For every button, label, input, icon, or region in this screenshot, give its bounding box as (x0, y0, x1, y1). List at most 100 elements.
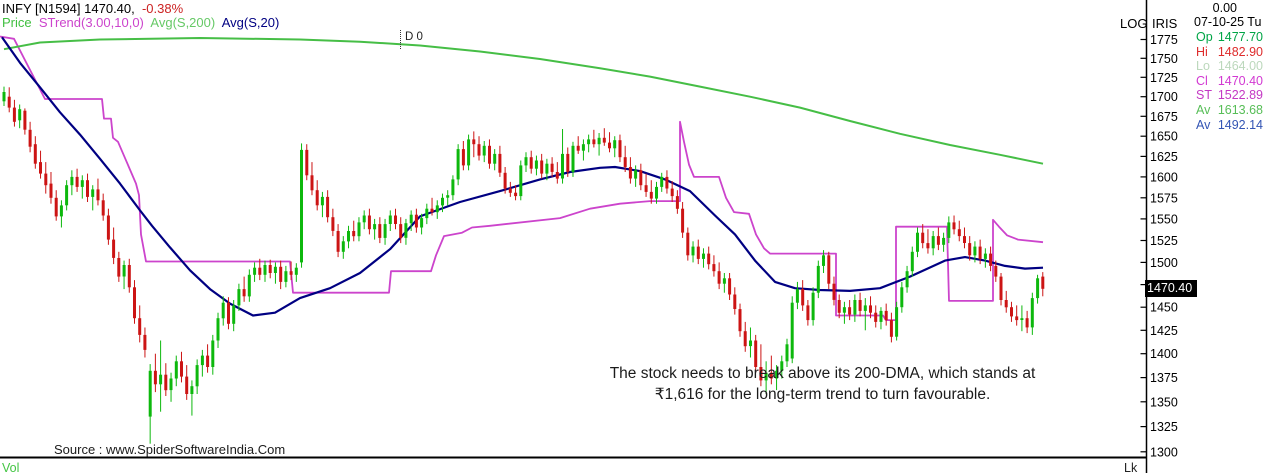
candle-body (367, 215, 371, 230)
candle-body (592, 139, 596, 145)
candle-body (634, 170, 638, 179)
log-scale-label[interactable]: LOG (1120, 16, 1148, 31)
candle-body (336, 231, 340, 252)
volume-unit-label: Lk (1124, 461, 1138, 473)
candle-body (75, 176, 79, 187)
ohlc-row-st-4: ST 1522.89 (1196, 88, 1263, 103)
candle-body (759, 367, 763, 381)
ohlc-row-value: 1464.00 (1217, 59, 1263, 74)
candle-body (49, 183, 53, 198)
legend-price[interactable]: Price (2, 15, 32, 30)
panel-top-value: 0.00 (1212, 1, 1237, 15)
candle-body (7, 96, 11, 108)
legend-avg20[interactable]: Avg(S,20) (221, 15, 280, 30)
candle-body (446, 195, 450, 198)
candle-body (488, 145, 491, 164)
candle-body (957, 229, 961, 237)
candle-body (456, 149, 460, 180)
price-tick-label: 1650 (1150, 130, 1178, 144)
candle-body (195, 365, 199, 387)
candle-body (733, 294, 737, 309)
candle-body (879, 310, 883, 322)
price-tick-label: 1425 (1150, 324, 1178, 338)
price-tick-label: 1350 (1150, 395, 1178, 409)
ohlc-row-label: ST (1196, 88, 1212, 103)
price-tick-label: 1725 (1150, 71, 1178, 85)
candle-body (289, 271, 293, 275)
candle-body (816, 265, 820, 293)
candle-body (28, 129, 32, 147)
candle-body (86, 180, 89, 197)
ohlc-row-cl-3: Cl 1470.40 (1196, 74, 1263, 89)
candle-body (300, 149, 303, 263)
candle-body (216, 318, 220, 341)
candle-body (707, 253, 711, 265)
candle-body (749, 340, 752, 347)
candle-body (164, 374, 168, 391)
legend-avg200[interactable]: Avg(S,200) (150, 15, 216, 30)
candle-body (696, 246, 700, 259)
candle-body (284, 271, 288, 282)
candle-body (545, 163, 549, 174)
candle-body (326, 196, 330, 218)
candle-body (644, 185, 648, 192)
candle-body (1020, 318, 1024, 320)
candle-body (910, 251, 914, 272)
candle-body (294, 267, 298, 275)
candle-body (12, 107, 16, 122)
candle-body (936, 236, 940, 245)
candle-body (310, 175, 314, 191)
candle-body (712, 264, 716, 272)
candle-body (785, 344, 789, 362)
candle-body (39, 162, 42, 174)
candle-body (503, 172, 507, 189)
legend-supertrend[interactable]: STrend(3.00,10,0) (38, 15, 144, 30)
candle-body (691, 246, 695, 256)
annotation-text: The stock needs to break above its 200-D… (600, 363, 1045, 405)
price-tick-label: 1550 (1150, 212, 1178, 226)
candle-body (127, 265, 131, 288)
candle-body (1015, 316, 1019, 321)
price-tick-label: 1500 (1150, 256, 1178, 270)
candle-body (968, 243, 972, 256)
event-marker-label: D 0 (405, 31, 423, 43)
candle-body (534, 160, 538, 169)
candle-body (143, 334, 147, 350)
candle-body (59, 205, 63, 217)
candle-body (571, 145, 575, 172)
candle-body (550, 163, 554, 172)
ohlc-row-av-5: Av 1613.68 (1196, 103, 1263, 118)
indicator-legend: Price STrend(3.00,10,0) Avg(S,200) Avg(S… (2, 15, 279, 30)
candle-body (618, 140, 622, 158)
candle-body (472, 139, 476, 145)
candle-body (1025, 318, 1029, 328)
candle-body (994, 265, 998, 277)
price-tick-label: 1575 (1150, 191, 1178, 205)
candle-body (900, 287, 904, 308)
candle-body (524, 157, 528, 166)
candle-body (1041, 276, 1045, 289)
candle-body (576, 145, 580, 151)
candle-body (404, 223, 408, 238)
candle-body (853, 300, 857, 315)
candle-body (848, 307, 852, 315)
candle-body (169, 378, 173, 391)
price-tick-label: 1700 (1150, 90, 1178, 104)
candle-body (91, 189, 95, 197)
candle-body (101, 200, 105, 216)
candle-body (477, 144, 481, 156)
symbol-label: INFY [N1594] (2, 1, 81, 16)
price-tick-label: 1300 (1150, 445, 1178, 459)
candle-body (159, 374, 163, 385)
candle-body (858, 300, 862, 311)
candle-body (874, 312, 878, 322)
candle-body (221, 302, 225, 319)
candle-body (655, 186, 658, 199)
candle-body (519, 165, 523, 197)
candle-body (665, 176, 669, 189)
candle-body (508, 188, 512, 193)
ohlc-row-label: Av (1196, 117, 1211, 132)
ohlc-row-label: Lo (1196, 59, 1210, 74)
